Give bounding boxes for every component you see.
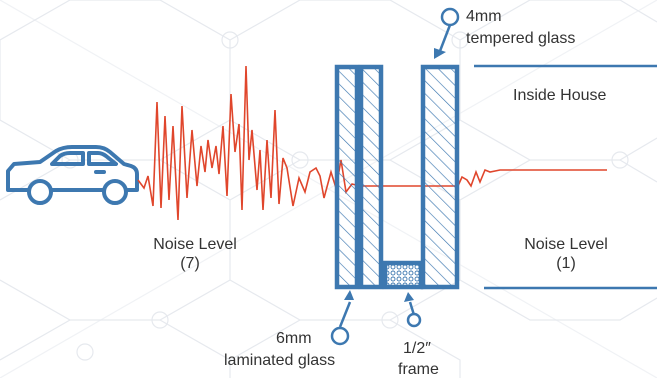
tempered-callout-icon [434, 7, 460, 59]
tempered-label-line1: 4mm [466, 8, 502, 25]
frame-spacer [382, 260, 424, 290]
laminated-glass [334, 64, 384, 290]
inside-house-label: Inside House [513, 87, 606, 104]
frame-callout-icon [404, 292, 422, 328]
noise-outside-label-line1: Noise Level [153, 236, 237, 253]
frame-label-line1: 1/2″ [403, 340, 431, 357]
laminated-label-line1: 6mm [276, 330, 312, 347]
tempered-glass [420, 64, 460, 290]
laminated-label-line2: laminated glass [224, 352, 335, 369]
noise-inside-label-line1: Noise Level [524, 236, 608, 253]
tempered-label-line2: tempered glass [466, 30, 575, 47]
noise-outside-label-line2: (7) [180, 255, 200, 272]
car-icon [6, 145, 139, 205]
laminated-callout-icon [330, 290, 354, 346]
frame-label-line2: frame [398, 361, 439, 378]
noise-inside-label-line2: (1) [556, 255, 576, 272]
